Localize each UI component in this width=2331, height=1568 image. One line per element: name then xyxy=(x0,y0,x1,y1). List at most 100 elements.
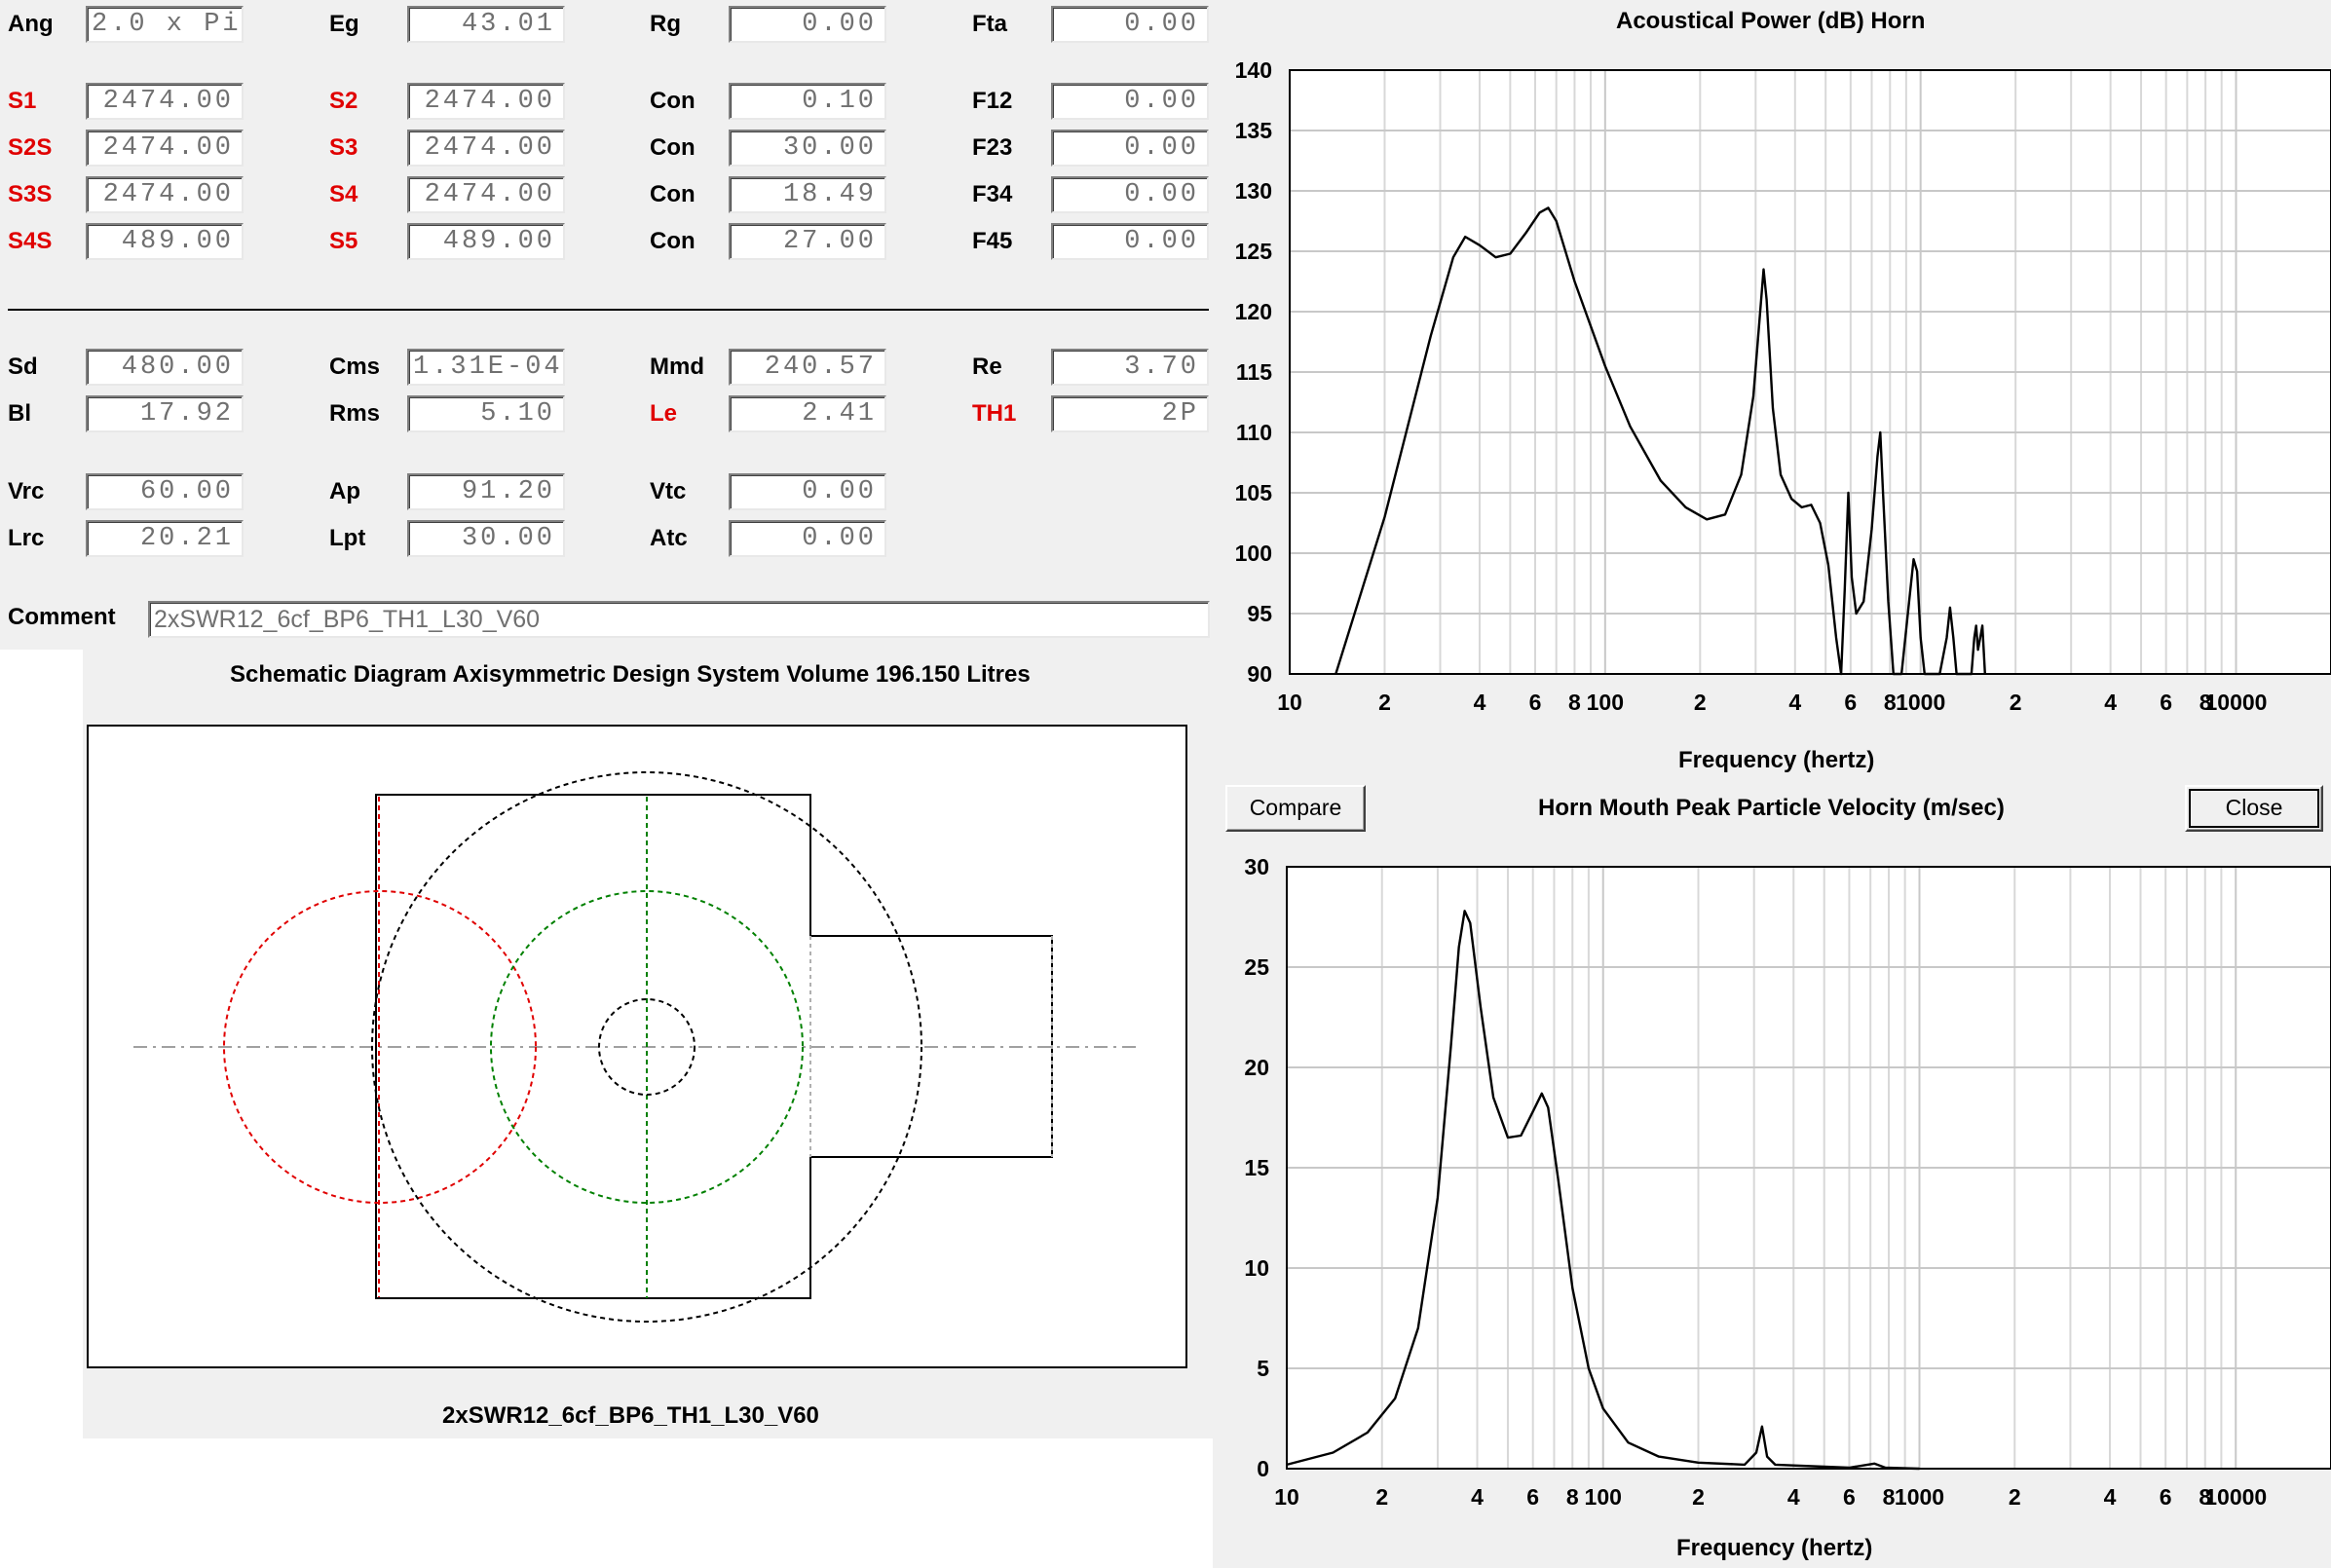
param-field[interactable]: 60.00 xyxy=(86,473,244,510)
param-field[interactable]: 0.00 xyxy=(1051,6,1209,43)
x-tick-label: 8 xyxy=(1883,1484,1896,1510)
param-field[interactable]: 0.00 xyxy=(729,520,886,557)
param-field[interactable]: 2474.00 xyxy=(407,83,565,120)
param-field[interactable]: 2474.00 xyxy=(407,130,565,167)
volume-circle xyxy=(371,771,922,1323)
x-tick-label: 8 xyxy=(1884,690,1897,715)
x-tick-label: 100 xyxy=(1587,690,1624,715)
y-tick-label: 5 xyxy=(1257,1356,1269,1381)
param-label: F45 xyxy=(972,228,1013,254)
param-field[interactable]: 489.00 xyxy=(86,223,244,260)
y-tick-label: 20 xyxy=(1244,1055,1269,1080)
x-tick-label: 6 xyxy=(1843,1484,1856,1510)
param-field[interactable]: 0.00 xyxy=(1051,130,1209,167)
y-tick-label: 25 xyxy=(1244,954,1269,980)
comment-field[interactable]: 2xSWR12_6cf_BP6_TH1_L30_V60 xyxy=(148,601,1210,638)
y-tick-label: 110 xyxy=(1236,420,1272,445)
chart2-title: Horn Mouth Peak Particle Velocity (m/sec… xyxy=(1538,795,2005,821)
comment-label: Comment xyxy=(8,604,116,630)
y-tick-label: 0 xyxy=(1257,1456,1269,1481)
x-tick-label: 2 xyxy=(1375,1484,1388,1510)
param-label: Con xyxy=(650,228,696,254)
y-tick-label: 140 xyxy=(1235,57,1272,83)
y-tick-label: 115 xyxy=(1236,359,1272,385)
x-tick-label: 2 xyxy=(1378,690,1391,715)
param-field[interactable]: 17.92 xyxy=(86,395,244,432)
param-field[interactable]: 240.57 xyxy=(729,349,886,386)
param-field[interactable]: 2474.00 xyxy=(86,176,244,213)
param-field[interactable]: 0.00 xyxy=(1051,176,1209,213)
param-label: Con xyxy=(650,88,696,114)
param-label: Ap xyxy=(329,478,360,504)
y-tick-label: 90 xyxy=(1247,661,1272,687)
param-label: Re xyxy=(972,354,1002,380)
param-label: Vtc xyxy=(650,478,687,504)
y-tick-label: 95 xyxy=(1247,601,1272,626)
x-tick-label: 6 xyxy=(2160,1484,2172,1510)
param-label: Lrc xyxy=(8,525,45,551)
x-tick-label: 4 xyxy=(1471,1484,1484,1510)
param-field[interactable]: 2.41 xyxy=(729,395,886,432)
x-tick-label: 4 xyxy=(2104,1484,2117,1510)
param-field[interactable]: 43.01 xyxy=(407,6,565,43)
param-field[interactable]: 0.00 xyxy=(1051,83,1209,120)
x-tick-label: 6 xyxy=(1529,690,1542,715)
param-label: S3S xyxy=(8,181,53,207)
x-tick-label: 2 xyxy=(2009,1484,2021,1510)
y-tick-label: 30 xyxy=(1244,854,1269,879)
param-label: Eg xyxy=(329,11,359,37)
param-field[interactable]: 2.0 x Pi xyxy=(86,6,244,43)
param-label: S4 xyxy=(329,181,358,207)
x-tick-label: 4 xyxy=(2104,690,2117,715)
y-tick-label: 100 xyxy=(1235,541,1272,566)
param-field[interactable]: 30.00 xyxy=(729,130,886,167)
param-field[interactable]: 30.00 xyxy=(407,520,565,557)
x-tick-label: 8 xyxy=(1568,690,1581,715)
x-tick-label: 1000 xyxy=(1895,1484,1944,1510)
param-label: Atc xyxy=(650,525,688,551)
x-tick-label: 10 xyxy=(1274,1484,1299,1510)
param-label: Ang xyxy=(8,11,54,37)
param-label: Mmd xyxy=(650,354,704,380)
param-field[interactable]: 0.00 xyxy=(729,6,886,43)
schematic-caption: 2xSWR12_6cf_BP6_TH1_L30_V60 xyxy=(442,1402,819,1429)
x-tick-label: 8 xyxy=(2199,690,2212,715)
param-field[interactable]: 20.21 xyxy=(86,520,244,557)
param-field[interactable]: 2474.00 xyxy=(407,176,565,213)
param-field[interactable]: 1.31E-04 xyxy=(407,349,565,386)
param-label: S2S xyxy=(8,134,53,161)
param-field[interactable]: 2474.00 xyxy=(86,130,244,167)
param-label: S3 xyxy=(329,134,358,161)
x-tick-label: 10000 xyxy=(2204,1484,2267,1510)
param-label: Rg xyxy=(650,11,681,37)
plot-frame xyxy=(1289,69,2331,675)
separator-line xyxy=(8,309,1209,311)
param-label: S4S xyxy=(8,228,53,254)
param-label: F34 xyxy=(972,181,1013,207)
x-tick-label: 4 xyxy=(1787,1484,1800,1510)
param-field[interactable]: 5.10 xyxy=(407,395,565,432)
x-tick-label: 4 xyxy=(1788,690,1801,715)
param-field[interactable]: 0.10 xyxy=(729,83,886,120)
x-tick-label: 2 xyxy=(1692,1484,1705,1510)
param-field[interactable]: 2474.00 xyxy=(86,83,244,120)
param-field[interactable]: 0.00 xyxy=(1051,223,1209,260)
param-field[interactable]: 489.00 xyxy=(407,223,565,260)
param-label: S2 xyxy=(329,88,358,114)
x-tick-label: 6 xyxy=(2160,690,2172,715)
param-field[interactable]: 91.20 xyxy=(407,473,565,510)
param-label: Le xyxy=(650,400,678,427)
close-button[interactable]: Close xyxy=(2185,785,2323,832)
y-tick-label: 15 xyxy=(1244,1155,1269,1180)
compare-button[interactable]: Compare xyxy=(1225,785,1366,832)
param-field[interactable]: 3.70 xyxy=(1051,349,1209,386)
param-field[interactable]: 2P xyxy=(1051,395,1209,432)
param-label: Con xyxy=(650,181,696,207)
param-field[interactable]: 0.00 xyxy=(729,473,886,510)
x-tick-label: 10000 xyxy=(2205,690,2268,715)
param-field[interactable]: 27.00 xyxy=(729,223,886,260)
param-field[interactable]: 18.49 xyxy=(729,176,886,213)
param-field[interactable]: 480.00 xyxy=(86,349,244,386)
